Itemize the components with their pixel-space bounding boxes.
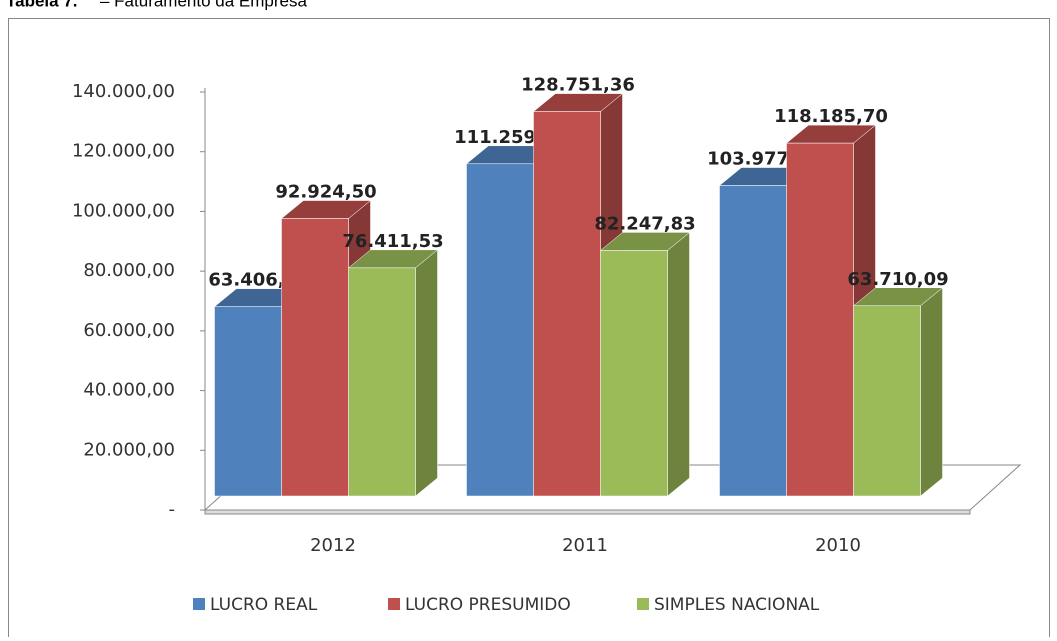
x-tick-label: 2010: [815, 535, 861, 556]
data-label: 128.751,36: [521, 75, 635, 96]
legend-swatch: [193, 598, 205, 610]
bar-side: [920, 287, 943, 497]
caption-label: Tabela 7.: [6, 0, 78, 10]
y-tick-label: 120.000,00: [72, 141, 175, 162]
x-tick-label: 2011: [562, 535, 608, 556]
y-tick-label: 80.000,00: [83, 260, 175, 281]
floor-edge: [204, 509, 971, 515]
legend-label: LUCRO PRESUMIDO: [405, 595, 571, 615]
legend-label: LUCRO REAL: [210, 595, 318, 615]
y-tick-label: 20.000,00: [83, 439, 175, 460]
legend-swatch: [637, 598, 649, 610]
bar: [786, 142, 854, 497]
y-tick-label: 60.000,00: [83, 320, 175, 341]
data-label: 76.411,53: [342, 231, 443, 252]
bar-side: [667, 231, 690, 497]
bar: [719, 185, 787, 497]
bar: [533, 111, 601, 497]
legend-label: SIMPLES NACIONAL: [654, 595, 820, 615]
y-tick-label: 40.000,00: [83, 380, 175, 401]
caption: – Faturamento da Empresa: [100, 0, 307, 10]
data-label: 82.247,83: [594, 213, 695, 234]
bar: [466, 163, 534, 497]
data-label: 63.710,09: [847, 269, 948, 290]
bar: [348, 267, 416, 497]
y-tick-label: 100.000,00: [72, 200, 175, 221]
y-tick-label: 140.000,00: [72, 81, 175, 102]
bar: [214, 306, 282, 497]
y-tick-label: -: [169, 499, 176, 520]
bar-side: [415, 249, 438, 497]
data-label: 118.185,70: [774, 106, 888, 127]
bar: [600, 250, 668, 497]
x-tick-label: 2012: [310, 535, 356, 556]
bar: [281, 218, 349, 497]
data-label: 92.924,50: [275, 182, 376, 203]
legend-swatch: [388, 598, 400, 610]
bar: [853, 305, 921, 497]
